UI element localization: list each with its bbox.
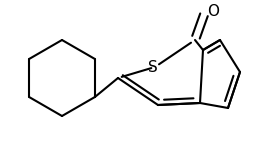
Text: S: S bbox=[148, 60, 158, 75]
Text: O: O bbox=[207, 4, 219, 20]
